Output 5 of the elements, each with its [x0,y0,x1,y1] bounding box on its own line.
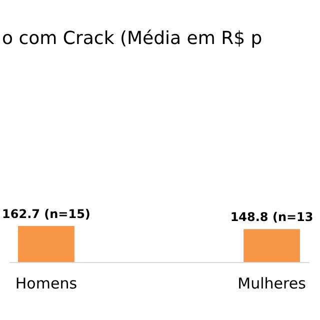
data-label: 148.8 (n=13 [230,210,314,224]
data-label: 162.7 (n=15) [2,207,90,221]
chart-title: o com Crack (Média em R$ p [2,28,262,49]
x-tick-label: Homens [15,274,78,292]
x-tick-label: Mulheres [238,274,306,292]
